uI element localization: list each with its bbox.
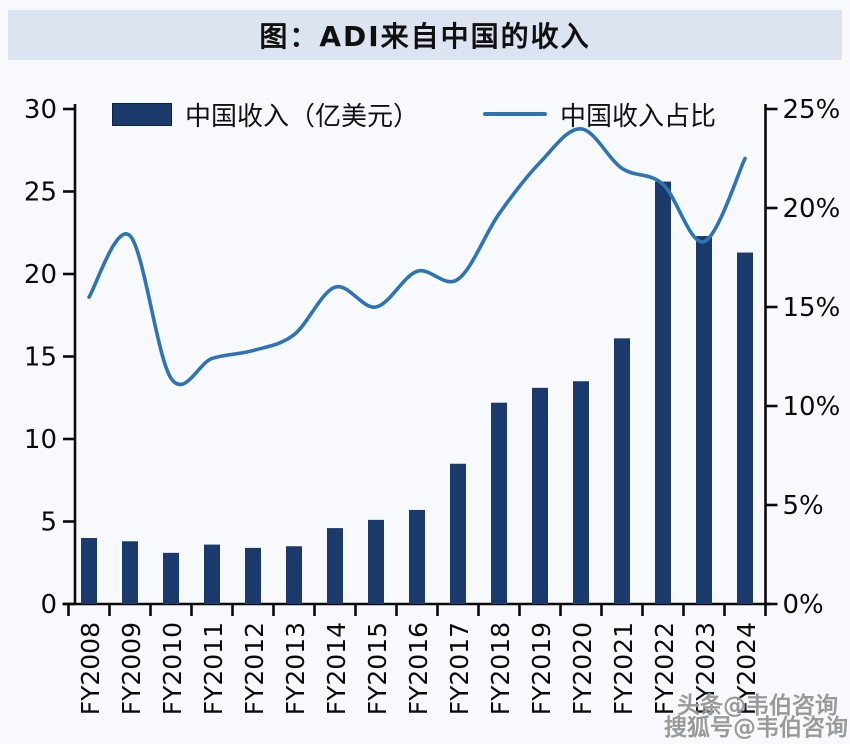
x-axis-label-FY2008: FY2008	[76, 622, 105, 715]
legend-item-line-series: 中国收入占比	[483, 96, 716, 133]
x-axis-label-FY2014: FY2014	[322, 622, 351, 715]
chart-title-banner: 图：ADI来自中国的收入	[8, 10, 842, 60]
x-axis-label-FY2020: FY2020	[568, 622, 597, 715]
bar-series-label: 中国收入（亿美元）	[185, 101, 420, 132]
x-axis-label-FY2021: FY2021	[609, 622, 638, 715]
x-axis-label-FY2024: FY2024	[732, 622, 761, 715]
right-axis-tick-label: 5%	[783, 491, 824, 521]
bar-FY2012	[245, 547, 261, 604]
bar-FY2019	[532, 387, 548, 604]
bar-FY2015	[368, 519, 384, 604]
bar-FY2011	[204, 544, 220, 604]
right-axis-tick-label: 25%	[783, 95, 841, 125]
x-axis-label-FY2022: FY2022	[650, 622, 679, 715]
bar-FY2010	[163, 552, 179, 604]
chart-title: 图：ADI来自中国的收入	[259, 20, 591, 53]
left-axis-tick-label: 20	[24, 260, 57, 290]
bar-FY2023	[696, 236, 712, 605]
x-axis-label-FY2015: FY2015	[363, 622, 392, 715]
x-axis-label-FY2017: FY2017	[445, 622, 474, 715]
line-series-path	[87, 127, 747, 387]
watermark-line-2: 搜狐号@韦伯咨询	[664, 715, 848, 741]
bar-FY2017	[450, 463, 466, 604]
bar-FY2016	[409, 509, 425, 604]
x-axis-label-FY2009: FY2009	[117, 622, 146, 715]
line-series-label: 中国收入占比	[560, 101, 717, 132]
right-axis-tick-label: 10%	[783, 392, 841, 422]
bar-FY2022	[655, 181, 671, 604]
bar-FY2008	[81, 538, 97, 604]
bar-FY2021	[614, 338, 630, 604]
watermark-line-1: 头条@韦伯咨询	[677, 693, 838, 719]
x-axis-label-FY2013: FY2013	[281, 622, 310, 715]
bar-FY2009	[122, 541, 138, 604]
x-axis-label-FY2023: FY2023	[691, 622, 720, 715]
left-axis-tick-label: 5	[40, 508, 57, 538]
x-axis-label-FY2018: FY2018	[486, 622, 515, 715]
left-axis-tick-label: 25	[24, 178, 57, 208]
bar-FY2020	[573, 381, 589, 604]
right-axis-tick-label: 15%	[783, 293, 841, 323]
bar-FY2024	[737, 252, 753, 605]
x-axis-label-FY2010: FY2010	[158, 622, 187, 715]
left-axis-tick-label: 10	[24, 425, 57, 455]
bar-series-swatch-icon	[112, 102, 172, 126]
right-axis-tick-label: 0%	[783, 590, 824, 620]
x-axis-label-FY2019: FY2019	[527, 622, 556, 715]
left-axis-tick-label: 0	[40, 590, 57, 620]
x-axis-label-FY2011: FY2011	[199, 622, 228, 715]
line-series-swatch-icon	[483, 112, 548, 116]
left-axis-tick-label: 30	[24, 95, 57, 125]
right-axis-tick-label: 20%	[783, 194, 841, 224]
left-axis-tick-label: 15	[24, 343, 57, 373]
x-axis-label-FY2012: FY2012	[240, 622, 269, 715]
bar-FY2014	[327, 528, 343, 604]
legend-item-bar-series: 中国收入（亿美元）	[112, 96, 419, 133]
bar-FY2013	[286, 546, 302, 604]
bar-FY2018	[491, 402, 507, 604]
chart-legend: 中国收入（亿美元） 中国收入占比	[112, 96, 716, 132]
x-axis-label-FY2016: FY2016	[404, 622, 433, 715]
